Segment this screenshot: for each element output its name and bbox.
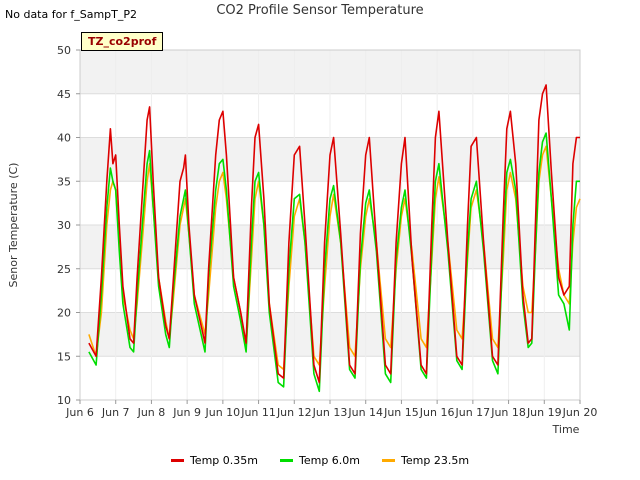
x-tick-label: Jun 8 xyxy=(137,406,166,419)
x-tick-label: Jun 16 xyxy=(419,406,455,419)
legend-swatch xyxy=(382,459,396,462)
y-axis-label: Senor Temperature (C) xyxy=(7,163,20,288)
x-tick-label: Jun 10 xyxy=(205,406,241,419)
series-line-2 xyxy=(88,132,580,393)
chart-title: CO2 Profile Sensor Temperature xyxy=(216,3,424,18)
y-tick-label: 35 xyxy=(57,175,71,188)
y-tick-label: 20 xyxy=(57,307,71,320)
legend-item: Temp 0.35m xyxy=(170,454,258,467)
x-tick-label: Jun 7 xyxy=(101,406,130,419)
series-line-1 xyxy=(88,84,580,384)
y-tick-label: 40 xyxy=(57,132,71,145)
x-tick-label: Jun 11 xyxy=(240,406,276,419)
x-tick-label: Jun 15 xyxy=(383,406,419,419)
y-tick-label: 45 xyxy=(57,88,71,101)
x-tick-label: Jun 19 xyxy=(526,406,562,419)
x-tick-label: Jun 20 xyxy=(562,406,598,419)
legend-swatch xyxy=(170,459,184,462)
chart-legend: Temp 0.35m Temp 6.0m Temp 23.5m xyxy=(0,454,640,467)
y-tick-label: 10 xyxy=(57,394,71,407)
x-tick-label: Jun 18 xyxy=(490,406,526,419)
x-axis-label: Time xyxy=(552,423,580,436)
x-tick-label: Jun 17 xyxy=(455,406,491,419)
y-tick-label: 30 xyxy=(57,219,71,232)
y-tick-label: 15 xyxy=(57,350,71,363)
legend-label: Temp 6.0m xyxy=(298,454,361,467)
legend-item: Temp 23.5m xyxy=(382,454,469,467)
x-tick-label: Jun 13 xyxy=(312,406,348,419)
legend-label: Temp 23.5m xyxy=(401,454,470,467)
legend-label: Temp 0.35m xyxy=(189,454,258,467)
x-tick-label: Jun 6 xyxy=(65,406,94,419)
y-tick-label: 25 xyxy=(57,263,71,276)
x-tick-label: Jun 14 xyxy=(347,406,383,419)
x-tick-label: Jun 12 xyxy=(276,406,312,419)
site-badge: TZ_co2prof xyxy=(81,32,164,51)
no-data-note: No data for f_SampT_P2 xyxy=(5,8,137,21)
legend-item: Temp 6.0m xyxy=(279,454,361,467)
x-tick-label: Jun 9 xyxy=(172,406,201,419)
y-tick-label: 50 xyxy=(57,44,71,57)
legend-swatch xyxy=(279,459,293,462)
